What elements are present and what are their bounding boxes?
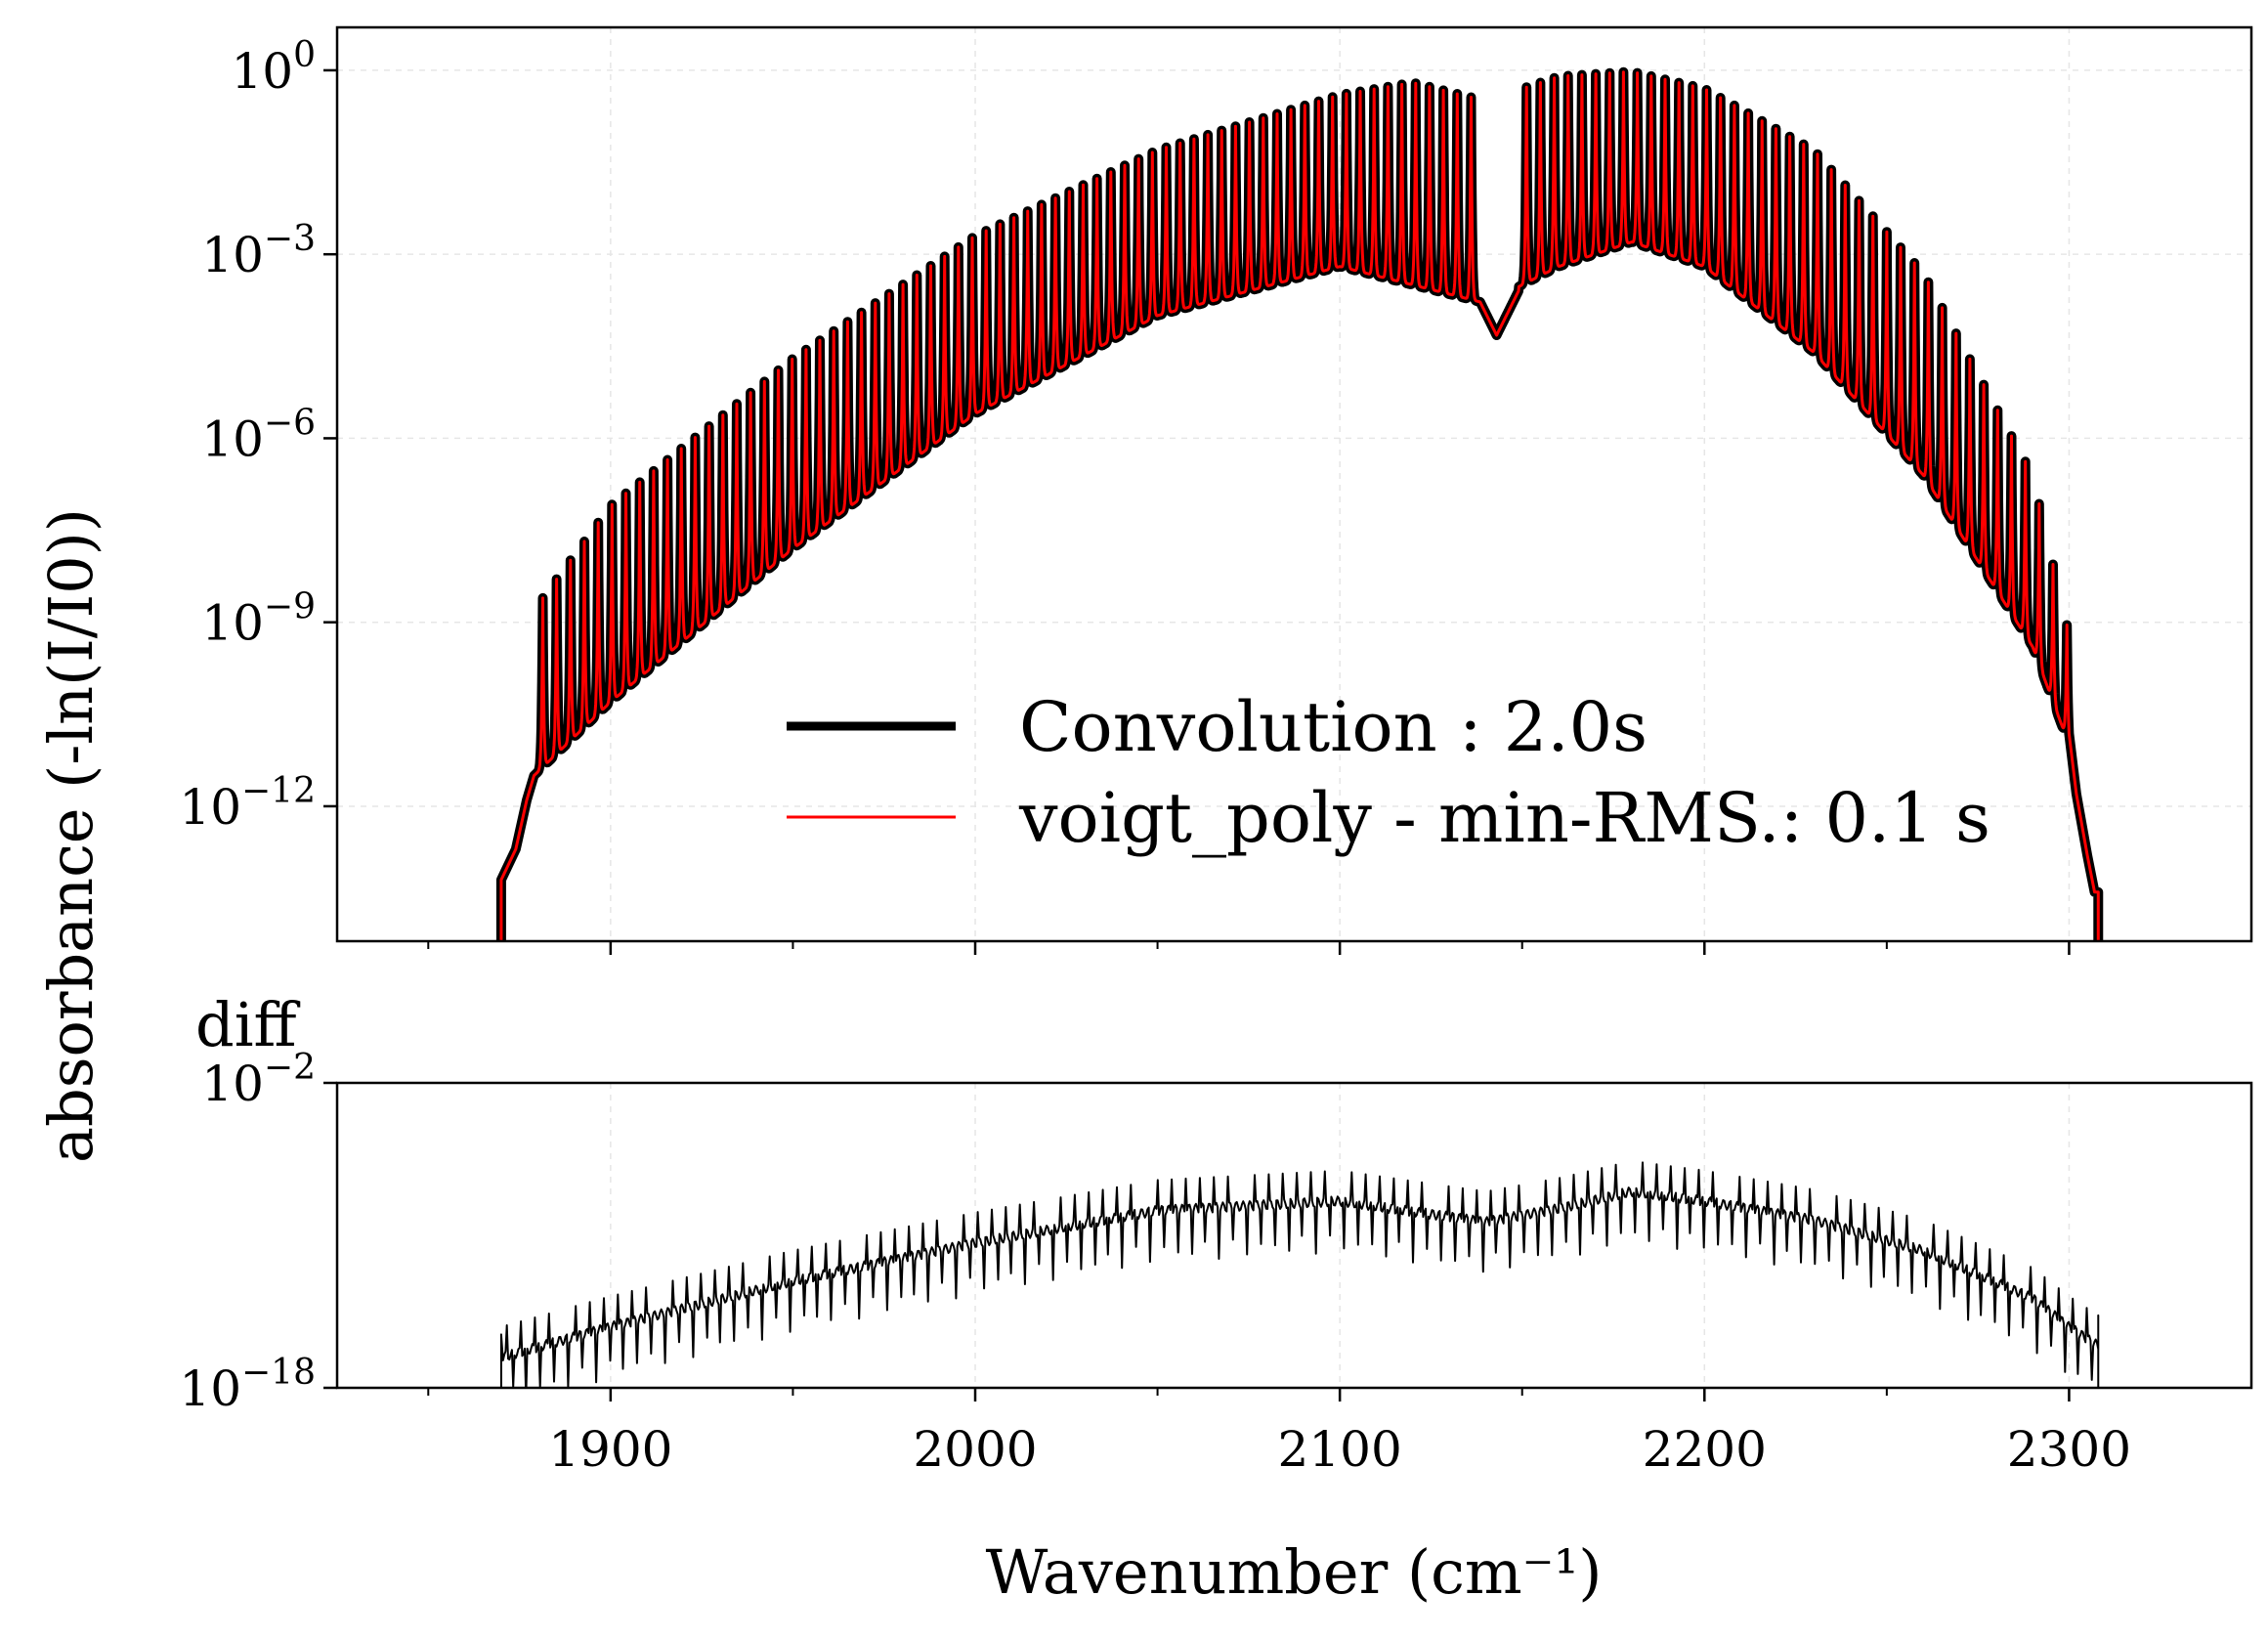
legend-label-convolution: Convolution : 2.0s bbox=[1019, 687, 1648, 767]
series-voigt-poly-line bbox=[499, 70, 2100, 941]
bottom-y-tick-label: 10−2 bbox=[201, 1048, 316, 1112]
top-y-axis: 100 10−3 10−6 10−9 10−12 bbox=[179, 35, 337, 836]
top-axes-frame bbox=[335, 25, 2253, 943]
top-y-tick-label: 10−6 bbox=[201, 403, 316, 467]
series-diff-line bbox=[499, 1161, 2100, 1388]
top-x-axis bbox=[427, 941, 2071, 955]
top-y-tick-label: 10−3 bbox=[201, 219, 316, 283]
bottom-x-tick-label: 2100 bbox=[1278, 1421, 1402, 1478]
bottom-x-tick-label: 2000 bbox=[913, 1421, 1037, 1478]
top-y-tick-label: 10−12 bbox=[179, 771, 316, 836]
bottom-panel: diff 10−2 10−18 1900 2000 2100 2200 2300 bbox=[179, 989, 2253, 1478]
top-panel: 100 10−3 10−6 10−9 10−12 Convolution : 2.0s … bbox=[179, 25, 2253, 955]
bottom-x-tick-label: 2200 bbox=[1643, 1421, 1767, 1478]
diff-title: diff bbox=[195, 989, 301, 1060]
bottom-x-tick-label: 2300 bbox=[2007, 1421, 2131, 1478]
legend-label-voigt-poly: voigt_poly - min-RMS.: 0.1 s bbox=[1018, 778, 1990, 858]
top-y-tick-label: 10−9 bbox=[201, 587, 316, 652]
bottom-axes-frame bbox=[335, 1081, 2253, 1390]
legend: Convolution : 2.0s voigt_poly - min-RMS.… bbox=[787, 687, 1990, 858]
top-y-tick-label: 100 bbox=[231, 35, 316, 100]
bottom-y-axis: 10−2 10−18 bbox=[179, 1048, 337, 1417]
bottom-y-tick-label: 10−18 bbox=[179, 1353, 316, 1417]
x-axis-label: Wavenumber (cm⁻¹) bbox=[986, 1536, 1603, 1608]
bottom-x-tick-label: 1900 bbox=[548, 1421, 672, 1478]
bottom-x-axis: 1900 2000 2100 2200 2300 bbox=[427, 1388, 2131, 1478]
y-axis-label: absorbance (-ln(I/I0)) bbox=[35, 508, 107, 1163]
